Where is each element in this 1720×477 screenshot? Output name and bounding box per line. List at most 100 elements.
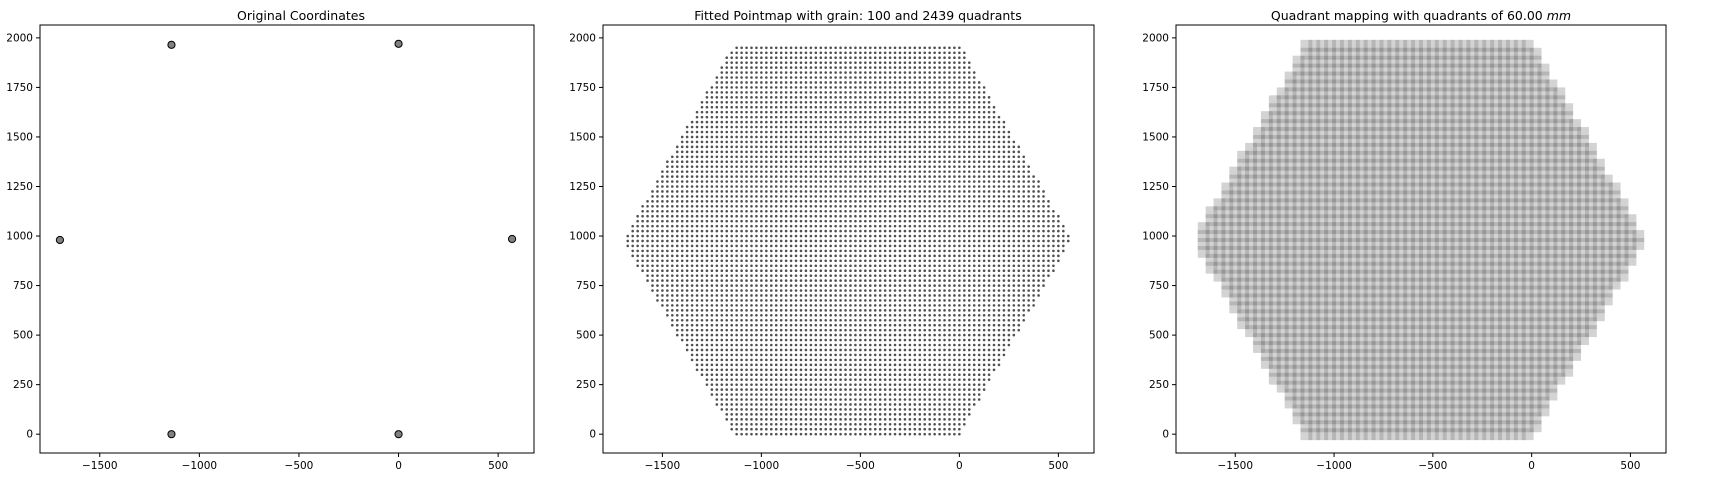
grid-point (883, 244, 887, 248)
grid-point (755, 284, 758, 287)
grid-point (799, 418, 803, 421)
grid-point (953, 358, 956, 362)
grid-point (745, 427, 748, 431)
grid-point (1042, 249, 1045, 253)
grid-point (953, 279, 956, 282)
grid-point (779, 398, 783, 401)
grid-point (745, 249, 748, 253)
grid-point (933, 100, 936, 104)
grid-point (715, 180, 719, 183)
grid-point (700, 309, 704, 312)
grid-point (829, 328, 832, 332)
grid-point (943, 299, 946, 302)
grid-point (809, 165, 813, 168)
grid-point (878, 209, 882, 213)
grid-point (958, 229, 961, 233)
grid-point (735, 343, 738, 347)
grid-point (784, 249, 788, 253)
grid-point (928, 328, 931, 332)
grid-point (745, 175, 748, 178)
grid-point (918, 115, 922, 119)
grid-point (918, 195, 922, 198)
grid-point (977, 120, 981, 124)
grid-point (997, 309, 1001, 312)
grid-point (680, 135, 684, 139)
grid-point (992, 125, 996, 129)
grid-point (755, 155, 758, 159)
grid-point (903, 373, 907, 377)
grid-point (923, 432, 927, 436)
grid-point (661, 254, 664, 258)
grid-point (725, 328, 729, 332)
grid-point (765, 125, 768, 129)
grid-point (730, 368, 733, 372)
grid-point (705, 378, 709, 381)
grid-point (888, 259, 892, 263)
grid-point (730, 170, 733, 173)
grid-point (769, 318, 773, 322)
grid-point (784, 110, 788, 114)
grid-point (834, 185, 837, 188)
grid-point (883, 219, 887, 223)
grid-point (750, 388, 753, 391)
grid-point (977, 185, 981, 188)
grid-point (888, 333, 892, 337)
grid-point (1032, 195, 1035, 198)
grid-point (760, 195, 763, 198)
grid-point (730, 393, 733, 396)
grid-point (1027, 239, 1030, 243)
grid-point (943, 309, 946, 312)
grid-point (784, 373, 788, 377)
grid-point (740, 185, 743, 188)
grid-point (735, 373, 738, 377)
grid-point (685, 200, 689, 203)
grid-point (784, 155, 788, 159)
grid-point (685, 135, 689, 139)
grid-point (799, 244, 803, 248)
grid-point (1017, 294, 1021, 297)
grid-point (839, 165, 842, 168)
grid-point (972, 195, 976, 198)
grid-point (933, 239, 936, 243)
grid-point (769, 145, 773, 149)
grid-point (834, 299, 837, 302)
grid-point (849, 388, 852, 391)
grid-point (953, 125, 956, 129)
grid-point (839, 135, 842, 139)
grid-point (898, 105, 902, 109)
grid-point (1022, 219, 1026, 223)
grid-point (705, 363, 709, 367)
grid-point (1002, 165, 1006, 168)
grid-point (705, 254, 709, 258)
grid-point (789, 427, 793, 431)
grid-point (700, 209, 704, 213)
grid-point (755, 195, 758, 198)
grid-point (814, 422, 818, 426)
grid-point (918, 284, 922, 287)
grid-point (735, 254, 738, 258)
grid-point (666, 160, 669, 164)
grid-point (824, 209, 828, 213)
grid-point (814, 96, 818, 99)
grid-point (873, 383, 877, 386)
grid-point (765, 422, 768, 426)
grid-point (784, 343, 788, 347)
grid-point (829, 239, 832, 243)
grid-point (839, 279, 842, 282)
grid-point (760, 145, 763, 149)
grid-point (774, 378, 778, 381)
grid-point (1012, 170, 1016, 173)
grid-point (779, 205, 783, 208)
grid-point (883, 363, 887, 367)
grid-point (918, 229, 922, 233)
grid-point (859, 155, 862, 159)
grid-point (903, 180, 907, 183)
grid-point (849, 259, 852, 263)
grid-point (864, 170, 867, 173)
grid-point (883, 140, 887, 144)
grid-point (839, 328, 842, 332)
grid-point (1022, 224, 1026, 228)
grid-point (849, 348, 852, 352)
grid-point (735, 110, 738, 114)
grid-point (893, 120, 897, 124)
